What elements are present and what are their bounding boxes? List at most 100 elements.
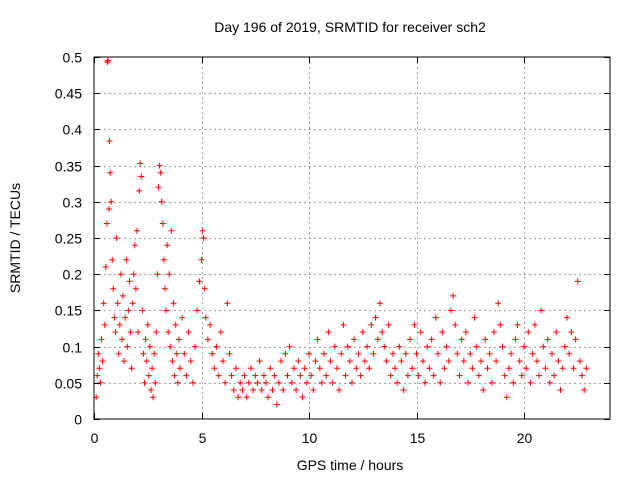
data-point xyxy=(199,227,206,234)
data-point xyxy=(490,329,497,336)
data-point xyxy=(222,379,229,386)
data-point xyxy=(97,379,104,386)
data-point xyxy=(387,372,394,379)
y-tick-label: 0.45 xyxy=(55,86,82,102)
data-point xyxy=(112,329,119,336)
data-point xyxy=(95,350,102,357)
data-point xyxy=(164,242,171,249)
data-point xyxy=(531,321,538,328)
data-point xyxy=(149,365,156,372)
data-point xyxy=(469,365,476,372)
data-point xyxy=(158,198,165,205)
data-point xyxy=(224,300,231,307)
data-point xyxy=(247,365,254,372)
data-point xyxy=(417,329,424,336)
data-point xyxy=(142,336,149,343)
data-point xyxy=(139,307,146,314)
data-point xyxy=(544,336,551,343)
data-point xyxy=(160,256,167,263)
data-point xyxy=(422,379,429,386)
data-point xyxy=(121,358,128,365)
data-point xyxy=(368,321,375,328)
x-tick-label: 15 xyxy=(410,430,426,446)
data-point xyxy=(561,343,568,350)
data-point xyxy=(111,314,118,321)
data-point xyxy=(572,336,579,343)
data-point xyxy=(165,329,172,336)
data-point xyxy=(243,394,250,401)
data-point xyxy=(245,379,252,386)
data-point xyxy=(331,343,338,350)
data-point xyxy=(342,372,349,379)
data-point xyxy=(146,343,153,350)
data-point xyxy=(493,358,500,365)
data-point xyxy=(145,372,152,379)
data-point xyxy=(126,278,133,285)
data-point xyxy=(473,343,480,350)
data-point xyxy=(435,350,441,357)
data-point xyxy=(376,300,383,307)
data-point xyxy=(402,350,409,357)
data-point xyxy=(239,387,246,393)
data-point xyxy=(542,365,549,372)
data-point xyxy=(183,372,190,379)
data-point xyxy=(482,336,489,343)
data-point xyxy=(137,160,144,167)
data-point xyxy=(254,379,261,386)
data-point xyxy=(228,372,235,379)
data-point xyxy=(173,350,180,357)
data-point xyxy=(366,365,373,372)
data-point xyxy=(318,379,325,386)
y-tick-label: 0.25 xyxy=(55,231,82,247)
data-point xyxy=(293,387,300,393)
data-point xyxy=(230,387,237,393)
data-point xyxy=(394,379,401,386)
data-point xyxy=(106,138,113,144)
data-point xyxy=(154,271,161,278)
data-point xyxy=(256,358,263,365)
data-point xyxy=(108,198,115,205)
data-point xyxy=(355,350,362,357)
data-point xyxy=(271,372,278,379)
data-point xyxy=(301,365,308,372)
data-point xyxy=(213,343,220,350)
x-tick-label: 0 xyxy=(91,430,99,446)
data-point xyxy=(280,387,287,393)
data-point xyxy=(439,329,446,336)
data-point xyxy=(445,358,452,365)
data-point xyxy=(454,350,461,357)
data-point xyxy=(185,329,192,336)
data-point xyxy=(357,372,364,379)
data-point xyxy=(105,57,111,64)
y-tick-label: 0.5 xyxy=(63,50,83,66)
data-point xyxy=(130,271,137,278)
data-point xyxy=(157,169,164,176)
data-point xyxy=(437,379,444,386)
data-point xyxy=(297,372,304,379)
data-point xyxy=(198,256,205,263)
data-point xyxy=(201,285,208,292)
data-point xyxy=(396,343,403,350)
data-point xyxy=(574,278,581,285)
data-point xyxy=(486,350,493,357)
data-point xyxy=(295,358,302,365)
data-point xyxy=(119,336,125,343)
data-point xyxy=(194,307,201,314)
data-point xyxy=(96,365,103,372)
data-point xyxy=(252,372,259,379)
data-point xyxy=(432,314,439,321)
data-point xyxy=(171,372,178,379)
data-point xyxy=(383,358,390,365)
data-point xyxy=(400,387,407,393)
data-point xyxy=(413,350,420,357)
data-point xyxy=(134,227,140,234)
data-point xyxy=(478,358,484,365)
data-point xyxy=(568,329,575,336)
data-point xyxy=(159,220,166,227)
data-point xyxy=(340,321,347,328)
data-point xyxy=(325,329,332,336)
data-point xyxy=(484,365,491,372)
data-point xyxy=(250,387,257,393)
data-point xyxy=(570,365,577,372)
data-point xyxy=(415,372,422,379)
